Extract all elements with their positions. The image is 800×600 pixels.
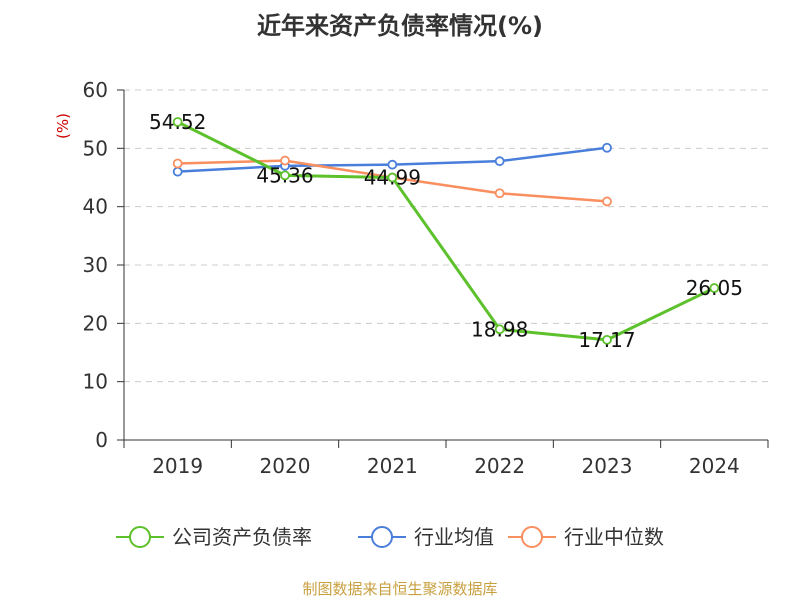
data-label: 17.17 xyxy=(578,328,635,352)
x-tick-label: 2021 xyxy=(367,454,418,478)
legend-marker xyxy=(371,526,393,548)
data-labels: 54.52 45.36 44.99 18.98 17.17 26.05 xyxy=(149,110,743,352)
data-point xyxy=(172,166,183,177)
legend-marker xyxy=(129,526,151,548)
y-tick-label: 50 xyxy=(83,136,108,160)
data-point xyxy=(172,117,183,127)
y-tick-label: 20 xyxy=(83,311,108,335)
data-point xyxy=(280,170,290,181)
data-label: 44.99 xyxy=(364,166,421,190)
data-point xyxy=(172,158,183,169)
data-point xyxy=(494,156,505,167)
series xyxy=(172,117,720,345)
x-tick-label: 2022 xyxy=(474,454,525,478)
legend-item-2[interactable]: 行业中位数 xyxy=(508,525,664,549)
data-point xyxy=(387,159,398,170)
x-tick-label: 2024 xyxy=(689,454,740,478)
data-label: 45.36 xyxy=(256,163,313,187)
series-0 xyxy=(172,117,720,345)
source-note: 制图数据来自恒生聚源数据库 xyxy=(302,580,497,598)
axes: 0 10 20 30 40 50 60 2019 2020 2021 2022 2023 2024 xyxy=(83,78,769,478)
legend-label: 公司资产负债率 xyxy=(172,525,312,549)
legend-item-1[interactable]: 行业均值 xyxy=(358,525,494,549)
y-tick-label: 10 xyxy=(83,370,108,394)
data-point xyxy=(602,196,612,207)
data-label: 26.05 xyxy=(686,276,743,300)
x-tick-label: 2019 xyxy=(152,454,203,478)
data-point xyxy=(280,155,290,166)
y-tick-label: 0 xyxy=(95,428,108,452)
data-label: 54.52 xyxy=(149,110,206,134)
x-tick-label: 2020 xyxy=(260,454,311,478)
series-line xyxy=(176,120,715,342)
grid xyxy=(124,89,768,383)
data-point xyxy=(709,283,720,293)
y-tick-label: 40 xyxy=(83,195,108,219)
data-point xyxy=(387,172,398,183)
y-axis-unit: (%) xyxy=(54,113,72,139)
data-point xyxy=(602,142,612,153)
legend: 公司资产负债率 行业均值 行业中位数 xyxy=(116,525,664,549)
y-tick-label: 60 xyxy=(83,78,108,102)
data-point xyxy=(494,324,505,335)
legend-item-0[interactable]: 公司资产负债率 xyxy=(116,525,312,549)
legend-label: 行业中位数 xyxy=(564,525,664,549)
data-point xyxy=(494,188,505,199)
data-point xyxy=(602,334,612,345)
chart-title: 近年来资产负债率情况(%) xyxy=(257,12,543,40)
data-label: 18.98 xyxy=(471,317,528,341)
y-tick-label: 30 xyxy=(83,253,108,277)
x-tick-label: 2023 xyxy=(582,454,633,478)
legend-label: 行业均值 xyxy=(414,525,494,549)
legend-marker xyxy=(521,526,543,548)
